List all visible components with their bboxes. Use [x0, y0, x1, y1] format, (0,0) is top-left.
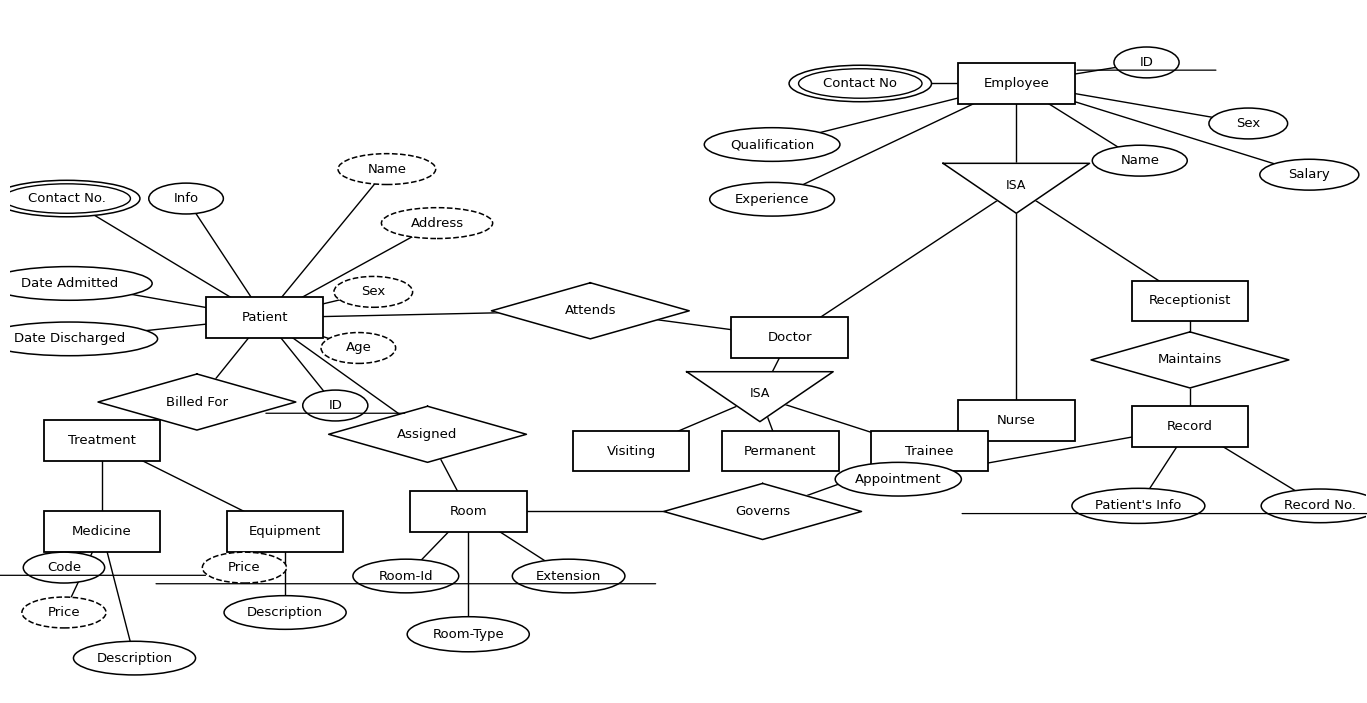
- Text: Doctor: Doctor: [767, 331, 812, 344]
- Text: ISA: ISA: [749, 387, 770, 400]
- Text: ID: ID: [328, 399, 342, 412]
- Ellipse shape: [149, 183, 223, 214]
- Text: Salary: Salary: [1289, 168, 1330, 181]
- Text: Treatment: Treatment: [68, 434, 135, 447]
- FancyBboxPatch shape: [722, 431, 838, 472]
- Text: Medicine: Medicine: [72, 525, 131, 538]
- Text: Nurse: Nurse: [997, 414, 1036, 427]
- Ellipse shape: [798, 69, 921, 98]
- Text: Attends: Attends: [565, 304, 617, 317]
- Text: Date Discharged: Date Discharged: [14, 333, 124, 345]
- Text: Extension: Extension: [536, 569, 601, 583]
- Text: Equipment: Equipment: [249, 525, 321, 538]
- Text: Sex: Sex: [1236, 117, 1260, 130]
- Text: Employee: Employee: [983, 77, 1050, 90]
- Text: Billed For: Billed For: [165, 396, 228, 408]
- Polygon shape: [943, 163, 1089, 213]
- Ellipse shape: [74, 641, 195, 675]
- Polygon shape: [491, 283, 689, 339]
- Ellipse shape: [381, 207, 492, 238]
- Text: Record No.: Record No.: [1284, 499, 1356, 512]
- Text: Name: Name: [368, 162, 406, 176]
- Text: Price: Price: [48, 606, 81, 619]
- Ellipse shape: [202, 552, 287, 583]
- Text: Patient: Patient: [242, 311, 288, 324]
- Ellipse shape: [513, 559, 625, 593]
- FancyBboxPatch shape: [227, 512, 343, 552]
- Text: Maintains: Maintains: [1158, 354, 1222, 366]
- Ellipse shape: [224, 595, 346, 629]
- Polygon shape: [686, 372, 833, 422]
- FancyBboxPatch shape: [410, 491, 526, 531]
- Text: Description: Description: [247, 606, 323, 619]
- Text: Info: Info: [174, 192, 198, 205]
- Text: Patient's Info: Patient's Info: [1095, 499, 1181, 512]
- FancyBboxPatch shape: [1132, 406, 1248, 447]
- Text: ID: ID: [1140, 56, 1154, 69]
- Text: ISA: ISA: [1006, 179, 1027, 192]
- Text: Governs: Governs: [735, 505, 790, 518]
- FancyBboxPatch shape: [871, 431, 988, 472]
- Text: Description: Description: [97, 652, 172, 664]
- Text: Visiting: Visiting: [607, 444, 656, 458]
- Ellipse shape: [321, 333, 395, 363]
- Ellipse shape: [1092, 146, 1187, 176]
- Text: Assigned: Assigned: [398, 428, 458, 441]
- Ellipse shape: [3, 183, 130, 213]
- Text: Receptionist: Receptionist: [1148, 295, 1232, 307]
- Ellipse shape: [22, 597, 107, 628]
- Ellipse shape: [1072, 489, 1204, 524]
- Ellipse shape: [1114, 47, 1180, 78]
- Ellipse shape: [1260, 160, 1359, 190]
- Ellipse shape: [704, 128, 839, 162]
- Text: Address: Address: [410, 217, 463, 230]
- Ellipse shape: [334, 276, 413, 307]
- Text: Record: Record: [1167, 420, 1213, 433]
- Text: Price: Price: [228, 561, 261, 574]
- FancyBboxPatch shape: [1132, 280, 1248, 321]
- Text: Experience: Experience: [735, 193, 809, 206]
- Polygon shape: [664, 484, 861, 539]
- Text: Permanent: Permanent: [744, 444, 816, 458]
- Polygon shape: [1091, 332, 1289, 388]
- FancyBboxPatch shape: [44, 512, 160, 552]
- Text: Name: Name: [1120, 154, 1159, 167]
- Text: Contact No.: Contact No.: [27, 192, 105, 205]
- FancyBboxPatch shape: [573, 431, 689, 472]
- Ellipse shape: [835, 463, 961, 496]
- Text: Room-Type: Room-Type: [432, 628, 504, 640]
- Text: Code: Code: [46, 561, 81, 574]
- FancyBboxPatch shape: [44, 420, 160, 461]
- Text: Room-Id: Room-Id: [379, 569, 433, 583]
- Ellipse shape: [1208, 108, 1288, 139]
- Ellipse shape: [302, 390, 368, 421]
- Text: Trainee: Trainee: [905, 444, 954, 458]
- FancyBboxPatch shape: [958, 63, 1074, 104]
- Ellipse shape: [0, 266, 152, 300]
- Ellipse shape: [1262, 489, 1367, 523]
- Text: Appointment: Appointment: [854, 472, 942, 486]
- Text: Room: Room: [450, 505, 487, 518]
- FancyBboxPatch shape: [731, 317, 848, 358]
- Text: Age: Age: [346, 342, 372, 354]
- Ellipse shape: [407, 617, 529, 652]
- Ellipse shape: [709, 182, 834, 216]
- Ellipse shape: [0, 322, 157, 356]
- Polygon shape: [98, 374, 295, 430]
- Text: Date Admitted: Date Admitted: [21, 277, 118, 290]
- Ellipse shape: [353, 559, 459, 593]
- Text: Sex: Sex: [361, 285, 385, 298]
- Ellipse shape: [23, 552, 105, 583]
- Polygon shape: [328, 406, 526, 463]
- Ellipse shape: [789, 65, 931, 102]
- Text: Contact No: Contact No: [823, 77, 897, 90]
- FancyBboxPatch shape: [958, 400, 1074, 441]
- Ellipse shape: [338, 154, 436, 184]
- FancyBboxPatch shape: [206, 297, 323, 338]
- Ellipse shape: [0, 180, 139, 217]
- Text: Qualification: Qualification: [730, 138, 815, 151]
